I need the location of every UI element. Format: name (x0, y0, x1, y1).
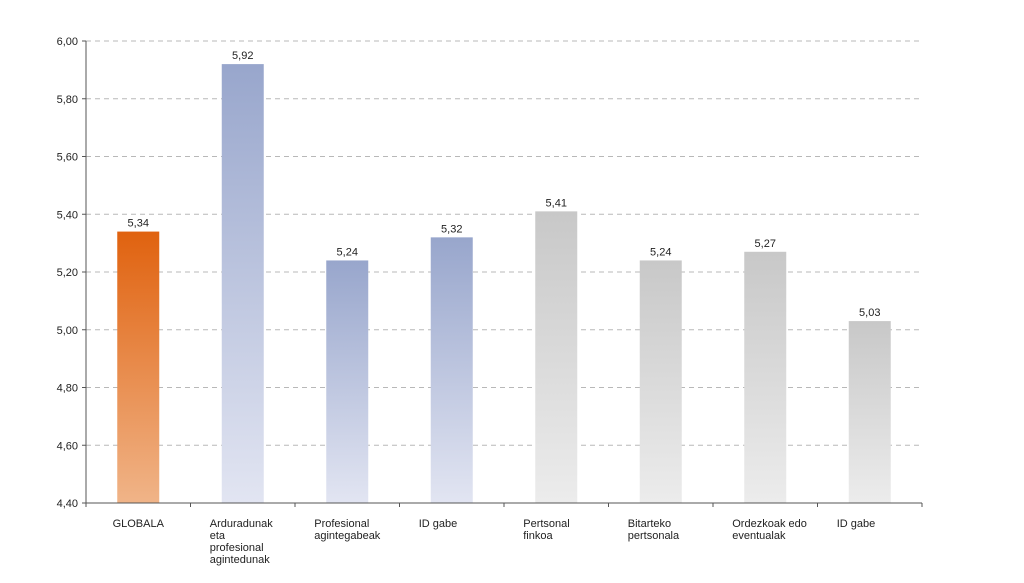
y-tick-label: 5,60 (57, 152, 78, 164)
x-category-label: Pertsonal (523, 518, 569, 530)
bar (639, 260, 682, 503)
x-category-label: GLOBALA (113, 518, 165, 530)
gridlines (86, 40, 922, 446)
y-tick-label: 5,40 (57, 209, 78, 221)
bar-value-label: 5,27 (755, 238, 776, 250)
y-tick-label: 5,00 (57, 325, 78, 337)
bar (848, 321, 891, 503)
bar (117, 231, 160, 503)
x-category-label: agintedunak (210, 554, 270, 566)
x-category-label: ID gabe (419, 518, 458, 530)
x-category-label: profesional (210, 542, 264, 554)
x-category-label: ID gabe (837, 518, 876, 530)
x-category-label: agintegabeak (314, 530, 381, 542)
bar (326, 260, 369, 503)
x-category-label: Bitarteko (628, 518, 671, 530)
bar-value-label: 5,92 (232, 50, 253, 62)
bar-value-label: 5,34 (128, 218, 149, 230)
y-tick-label: 4,80 (57, 383, 78, 395)
bars (117, 64, 891, 504)
bar (535, 211, 578, 504)
x-category-label: eventualak (732, 530, 786, 542)
y-tick-label: 6,00 (57, 36, 78, 48)
bar (430, 237, 473, 503)
bar (744, 251, 787, 503)
bar-value-label: 5,03 (859, 307, 880, 319)
bar (221, 64, 264, 503)
y-tick-label: 5,80 (57, 94, 78, 106)
bar-value-label: 5,24 (650, 246, 671, 258)
y-tick-label: 4,60 (57, 440, 78, 452)
axes (82, 40, 923, 507)
labels: 4,40 4,60 4,80 5,00 5,20 5,40 5,60 5,80 6,00 5,34… (57, 36, 881, 566)
bar-value-label: 5,41 (546, 197, 567, 209)
bar-value-label: 5,32 (441, 223, 462, 235)
x-category-label: eta (210, 530, 226, 542)
y-tick-label: 4,40 (57, 498, 78, 510)
x-category-label: Arduradunak (210, 518, 273, 530)
y-tick-label: 5,20 (57, 267, 78, 279)
x-category-label: Ordezkoak edo (732, 518, 807, 530)
x-category-label: finkoa (523, 530, 553, 542)
bar-value-label: 5,24 (337, 246, 358, 258)
x-category-label: Profesional (314, 518, 369, 530)
x-category-label: pertsonala (628, 530, 680, 542)
